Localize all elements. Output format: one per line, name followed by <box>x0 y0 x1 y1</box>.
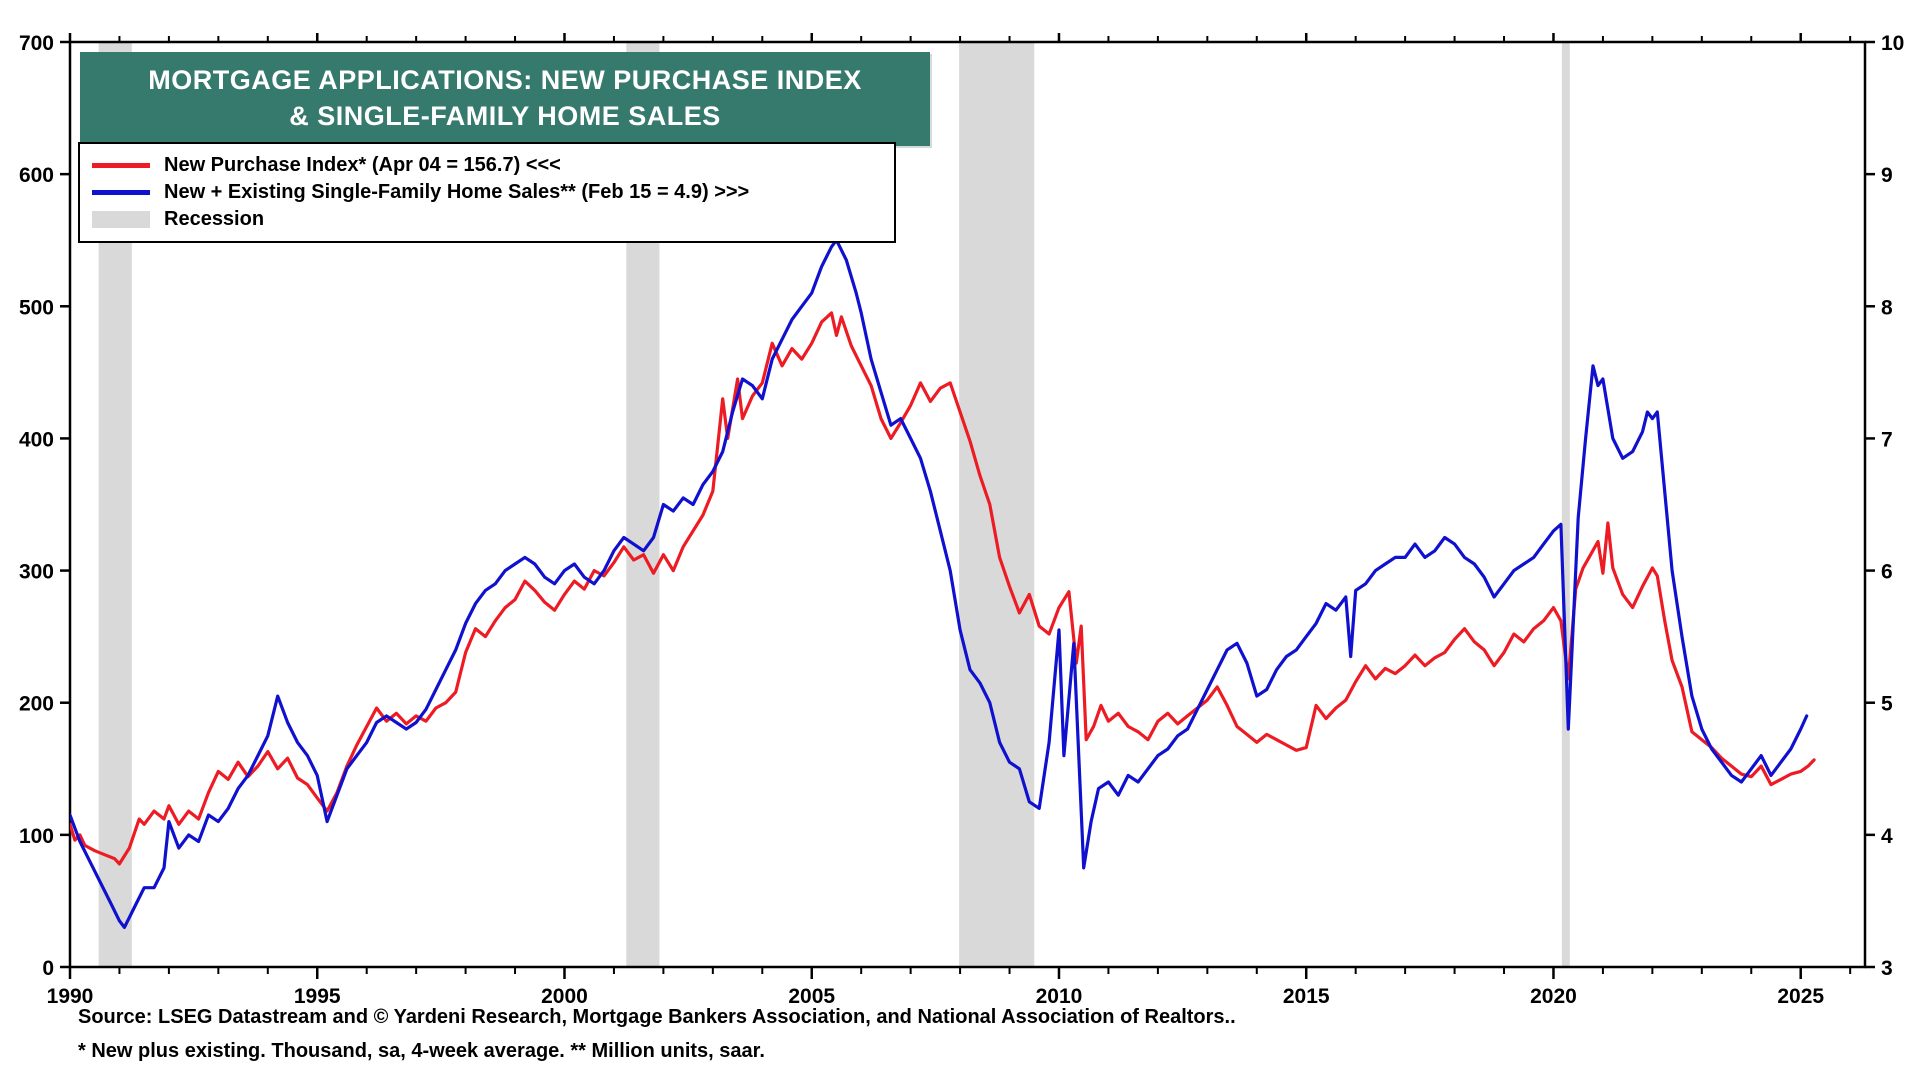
y-left-tick-label: 400 <box>19 428 54 451</box>
x-tick-label: 2010 <box>1036 985 1083 1008</box>
legend: New Purchase Index* (Apr 04 = 156.7) <<<… <box>78 142 896 243</box>
recession-swatch <box>92 211 150 228</box>
x-tick-label: 2005 <box>788 985 835 1008</box>
x-tick-label: 2015 <box>1283 985 1330 1008</box>
y-left-tick-label: 600 <box>19 164 54 187</box>
y-left-tick-label: 0 <box>42 957 54 980</box>
legend-label: New + Existing Single-Family Home Sales*… <box>164 181 750 203</box>
x-tick-label: 1995 <box>294 985 341 1008</box>
y-right-tick-label: 10 <box>1881 32 1904 55</box>
x-tick-label: 2020 <box>1530 985 1577 1008</box>
chart-footer: Source: LSEG Datastream and © Yardeni Re… <box>78 1006 1236 1074</box>
chart-title-line2: & SINGLE-FAMILY HOME SALES <box>289 101 721 131</box>
footnote-text: * New plus existing. Thousand, sa, 4-wee… <box>78 1040 765 1062</box>
recession-band <box>1561 42 1570 967</box>
legend-item-new-purchase-index: New Purchase Index* (Apr 04 = 156.7) <<< <box>92 152 882 179</box>
chart-title: MORTGAGE APPLICATIONS: NEW PURCHASE INDE… <box>80 52 930 146</box>
y-left-tick-label: 700 <box>19 32 54 55</box>
y-right-tick-label: 9 <box>1881 164 1893 187</box>
chart-title-line1: MORTGAGE APPLICATIONS: NEW PURCHASE INDE… <box>148 65 862 95</box>
y-right-tick-label: 6 <box>1881 561 1893 584</box>
y-right-tick-label: 8 <box>1881 296 1893 319</box>
y-right-tick-label: 7 <box>1881 428 1893 451</box>
x-tick-label: 2025 <box>1777 985 1824 1008</box>
series-line-new-purchase-index <box>70 311 1816 866</box>
red-line-swatch <box>92 163 150 168</box>
source-text: Source: LSEG Datastream and © Yardeni Re… <box>78 1006 1236 1028</box>
y-right-tick-label: 4 <box>1881 825 1893 848</box>
y-left-tick-label: 300 <box>19 561 54 584</box>
x-tick-label: 2000 <box>541 985 588 1008</box>
x-tick-label: 1990 <box>47 985 94 1008</box>
legend-item-recession: Recession <box>92 206 882 233</box>
legend-label: New Purchase Index* (Apr 04 = 156.7) <<< <box>164 154 561 176</box>
series-line-home-sales <box>70 238 1809 930</box>
y-left-tick-label: 500 <box>19 296 54 319</box>
recession-band <box>959 42 1035 967</box>
y-left-tick-label: 200 <box>19 693 54 716</box>
y-left-tick-label: 100 <box>19 825 54 848</box>
legend-item-home-sales: New + Existing Single-Family Home Sales*… <box>92 179 882 206</box>
legend-label: Recession <box>164 208 265 230</box>
y-right-tick-label: 5 <box>1881 693 1893 716</box>
y-right-tick-label: 3 <box>1881 957 1893 980</box>
blue-line-swatch <box>92 190 150 195</box>
plot-frame <box>68 40 1867 969</box>
